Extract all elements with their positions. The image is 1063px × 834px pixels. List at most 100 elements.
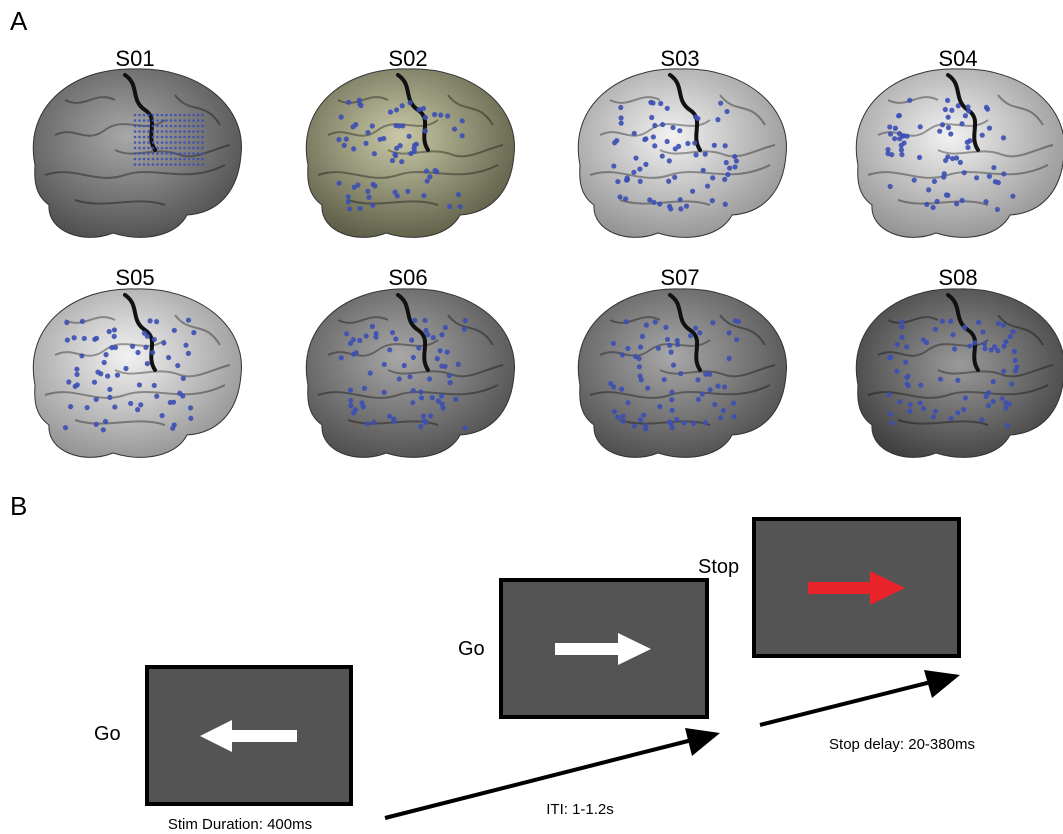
electrode (931, 414, 936, 419)
electrode (152, 136, 155, 139)
electrode (364, 333, 369, 338)
electrode (959, 121, 964, 126)
electrode (201, 114, 204, 117)
electrode (347, 206, 352, 211)
electrode (344, 137, 349, 142)
electrode (107, 329, 112, 334)
electrode (382, 390, 387, 395)
brain (856, 289, 1063, 457)
electrode (1011, 329, 1016, 334)
electrode (365, 421, 370, 426)
electrode (147, 147, 150, 150)
electrode (165, 130, 168, 133)
electrode (156, 158, 159, 161)
electrode (903, 360, 908, 365)
electrode (663, 325, 668, 330)
electrode (172, 422, 177, 427)
electrode (987, 174, 992, 179)
electrode (623, 196, 628, 201)
electrode (175, 363, 180, 368)
electrode (371, 182, 376, 187)
electrode (726, 330, 731, 335)
electrode (889, 420, 894, 425)
electrode (134, 147, 137, 150)
electrode (899, 147, 904, 152)
electrode (165, 152, 168, 155)
electrode (666, 179, 671, 184)
electrode (143, 125, 146, 128)
electrode (134, 119, 137, 122)
electrode (152, 152, 155, 155)
electrode (418, 424, 423, 429)
electrode (92, 380, 97, 385)
electrode (170, 136, 173, 139)
electrode (453, 397, 458, 402)
electrode (145, 361, 150, 366)
electrode (188, 136, 191, 139)
electrode (101, 427, 106, 432)
electrode (982, 341, 987, 346)
electrode (407, 374, 412, 379)
electrode (395, 193, 400, 198)
electrode (152, 114, 155, 117)
electrode (650, 100, 655, 105)
figure: A B S01S02S03S04S05S06S07S08 Go Go Stop … (0, 0, 1063, 834)
electrode (170, 125, 173, 128)
electrode (899, 335, 904, 340)
electrode (460, 118, 465, 123)
subject-label: S07 (660, 265, 699, 290)
electrode (734, 337, 739, 342)
brain (578, 289, 786, 457)
electrode (411, 388, 416, 393)
electrode (425, 332, 430, 337)
electrode (995, 348, 1000, 353)
electrode (621, 414, 626, 419)
electrode (412, 149, 417, 154)
electrode (703, 372, 708, 377)
electrode (183, 343, 188, 348)
electrode (715, 383, 720, 388)
electrode (1009, 381, 1014, 386)
electrode (670, 425, 675, 430)
electrode (725, 172, 730, 177)
electrode (626, 400, 631, 405)
electrode (370, 324, 375, 329)
electrode (948, 416, 953, 421)
electrode (188, 152, 191, 155)
electrode (924, 202, 929, 207)
electrode (897, 399, 902, 404)
electrode (724, 109, 729, 114)
electrode (712, 402, 717, 407)
electrode (156, 119, 159, 122)
electrode (723, 202, 728, 207)
electrode (672, 175, 677, 180)
electrode (197, 130, 200, 133)
electrode (619, 387, 624, 392)
electrode (416, 345, 421, 350)
electrode (612, 409, 617, 414)
electrode (678, 197, 683, 202)
electrode (170, 163, 173, 166)
electrode (945, 98, 950, 103)
electrode (987, 126, 992, 131)
electrode (339, 355, 344, 360)
electrode (643, 426, 648, 431)
electrode (134, 130, 137, 133)
electrode (183, 163, 186, 166)
electrode (192, 163, 195, 166)
electrode (667, 158, 672, 163)
electrode (94, 336, 99, 341)
electrode (143, 130, 146, 133)
electrode (637, 364, 642, 369)
electrode (703, 152, 708, 157)
brain-surface (578, 69, 786, 237)
electrode (68, 404, 73, 409)
electrode (409, 338, 414, 343)
electrode (963, 395, 968, 400)
electrode (174, 158, 177, 161)
electrode (619, 121, 624, 126)
electrode (165, 125, 168, 128)
electrode (152, 383, 157, 388)
electrode (188, 114, 191, 117)
